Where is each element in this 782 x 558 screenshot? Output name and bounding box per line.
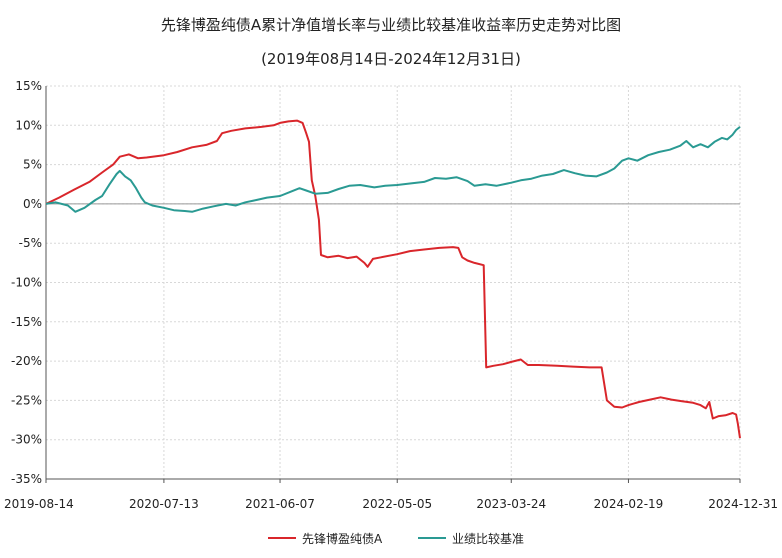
x-tick-label: 2020-07-13: [129, 497, 199, 511]
y-tick-label: -20%: [11, 354, 42, 368]
y-tick-label: -15%: [11, 315, 42, 329]
x-tick-label: 2023-03-24: [476, 497, 546, 511]
chart-subtitle: (2019年08月14日-2024年12月31日): [261, 50, 521, 68]
y-tick-label: 15%: [15, 79, 42, 93]
y-tick-label: -35%: [11, 472, 42, 486]
legend-label: 先锋博盈纯债A: [302, 531, 383, 546]
chart-title: 先锋博盈纯债A累计净值增长率与业绩比较基准收益率历史走势对比图: [160, 16, 622, 34]
benchmark-line: [45, 126, 741, 213]
y-tick-label: 10%: [15, 118, 42, 132]
y-tick-label: -5%: [19, 236, 42, 250]
x-tick-label: 2021-06-07: [245, 497, 315, 511]
series: [45, 119, 741, 439]
axes: 15% 10% 5% 0% -5% -10% -15% -20% -25% -30% -35% 201…: [4, 79, 778, 511]
x-tick-label: 2019-08-14: [4, 497, 74, 511]
x-tick-label: 2024-12-31: [708, 497, 778, 511]
y-tick-label: -10%: [11, 276, 42, 290]
y-tick-label: -25%: [11, 393, 42, 407]
legend-label: 业绩比较基准: [452, 531, 524, 546]
x-tick-label: 2022-05-05: [362, 497, 432, 511]
legend: 先锋博盈纯债A 业绩比较基准: [268, 531, 524, 546]
grid: [45, 85, 741, 480]
y-tick-label: -30%: [11, 433, 42, 447]
x-tick-label: 2024-02-19: [594, 497, 664, 511]
y-tick-label: 5%: [23, 158, 42, 172]
fund-nav-line: [45, 119, 741, 439]
y-tick-label: 0%: [23, 197, 42, 211]
